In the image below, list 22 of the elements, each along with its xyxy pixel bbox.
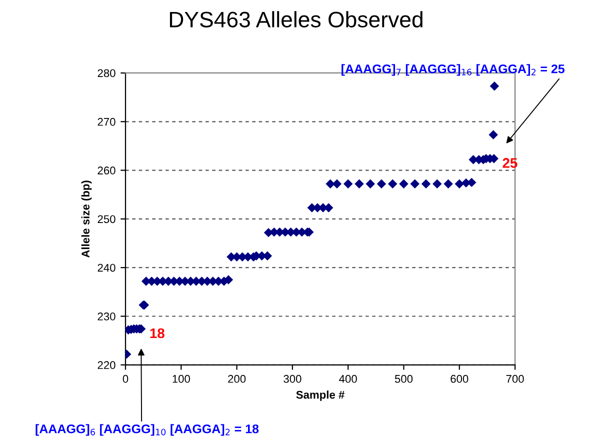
x-axis-title: Sample #	[296, 390, 344, 401]
y-tick-label: 270	[98, 118, 116, 126]
y-tick-label: 260	[98, 166, 116, 174]
x-tick-label: 700	[506, 374, 524, 383]
x-tick-label: 200	[228, 374, 246, 383]
y-tick-label: 280	[98, 69, 116, 78]
annotation: 18	[150, 328, 164, 338]
x-tick-label: 300	[284, 374, 302, 383]
y-axis-title: Allele size (bp)	[81, 180, 92, 258]
annotation: 25	[502, 158, 518, 168]
x-tick-label: 0	[122, 374, 128, 383]
annotation: [AAAGG]$_{7}$ [AAGGG]$_{16}$ [AAGGA]$_{2}$ = 25	[342, 64, 565, 76]
x-tick-label: 400	[339, 374, 357, 383]
chart-title: DYS463 Alleles Observed	[170, 11, 422, 28]
y-tick-label: 250	[98, 215, 116, 224]
y-tick-label: 230	[98, 312, 116, 320]
x-tick-label: 500	[394, 374, 413, 383]
text: [AAAGG]$_{6}$ [AAGGG]$_{10}$ [AAGGA]$_{2}$ = 18	[36, 424, 259, 436]
y-tick-label: 240	[98, 264, 116, 272]
y-tick-label: 220	[98, 361, 116, 370]
x-tick-label: 100	[172, 374, 190, 383]
x-tick-label: 600	[450, 374, 468, 383]
